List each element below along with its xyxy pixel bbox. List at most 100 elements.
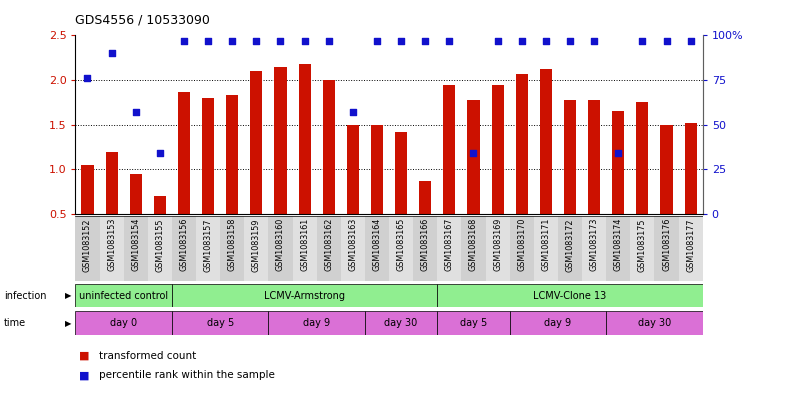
Bar (654, 216, 679, 281)
Point (612, 150, 625, 156)
Point (443, 38, 456, 44)
Bar (413, 216, 437, 281)
Text: GSM1083155: GSM1083155 (156, 218, 164, 272)
Bar (268, 311, 365, 335)
Bar (516, 74, 528, 214)
Bar (606, 311, 703, 335)
Bar (534, 216, 558, 281)
Bar (365, 216, 389, 281)
Bar (636, 101, 649, 214)
Point (419, 38, 432, 44)
Bar (371, 125, 383, 214)
Bar (389, 216, 413, 281)
Point (178, 38, 191, 44)
Point (395, 38, 407, 44)
Text: GSM1083175: GSM1083175 (638, 218, 647, 272)
Bar (124, 216, 148, 281)
Text: GSM1083164: GSM1083164 (372, 218, 381, 271)
Text: GSM1083160: GSM1083160 (276, 218, 285, 271)
Bar (292, 216, 317, 281)
Text: GSM1083154: GSM1083154 (131, 218, 141, 272)
Point (540, 38, 553, 44)
Text: GSM1083165: GSM1083165 (397, 218, 406, 272)
Text: GSM1083168: GSM1083168 (469, 218, 478, 271)
Text: ■: ■ (79, 351, 90, 361)
Point (491, 38, 504, 44)
Text: ▶: ▶ (65, 291, 71, 300)
Bar (606, 216, 630, 281)
Bar (365, 311, 437, 335)
Bar (75, 311, 172, 335)
Text: ▶: ▶ (65, 319, 71, 327)
Bar (510, 216, 534, 281)
Text: uninfected control: uninfected control (79, 290, 168, 301)
Text: day 30: day 30 (638, 318, 671, 328)
Point (346, 109, 359, 116)
Text: GSM1083152: GSM1083152 (83, 218, 92, 272)
Bar (443, 84, 456, 214)
Point (371, 38, 384, 44)
Bar (245, 216, 268, 281)
Point (274, 38, 287, 44)
Point (106, 50, 118, 56)
Bar (148, 216, 172, 281)
Text: GSM1083171: GSM1083171 (542, 218, 550, 272)
Text: day 30: day 30 (384, 318, 418, 328)
Text: GSM1083176: GSM1083176 (662, 218, 671, 272)
Bar (679, 216, 703, 281)
Bar (684, 123, 696, 214)
Bar (582, 216, 606, 281)
Text: GDS4556 / 10533090: GDS4556 / 10533090 (75, 14, 210, 27)
Point (202, 38, 214, 44)
Text: day 5: day 5 (460, 318, 488, 328)
Bar (154, 196, 166, 214)
Text: LCMV-Armstrong: LCMV-Armstrong (264, 290, 345, 301)
Text: day 5: day 5 (206, 318, 233, 328)
Bar (75, 284, 172, 307)
Bar (75, 216, 99, 281)
Point (129, 109, 142, 116)
Point (660, 38, 673, 44)
Text: transformed count: transformed count (99, 351, 196, 361)
Point (467, 150, 480, 156)
Text: GSM1083162: GSM1083162 (324, 218, 333, 272)
Bar (172, 284, 437, 307)
Bar (317, 216, 341, 281)
Bar (99, 216, 124, 281)
Bar (178, 92, 190, 214)
Point (588, 38, 600, 44)
Point (81, 75, 94, 81)
Text: GSM1083177: GSM1083177 (686, 218, 695, 272)
Bar (437, 311, 510, 335)
Point (515, 38, 528, 44)
Bar (106, 152, 118, 214)
Bar (419, 181, 431, 214)
Bar (558, 216, 582, 281)
Text: GSM1083172: GSM1083172 (565, 218, 575, 272)
Text: percentile rank within the sample: percentile rank within the sample (99, 370, 276, 380)
Text: GSM1083169: GSM1083169 (493, 218, 502, 272)
Bar (322, 80, 335, 214)
Point (636, 38, 649, 44)
Bar (395, 132, 407, 214)
Bar (437, 284, 703, 307)
Bar (612, 111, 624, 214)
Point (322, 38, 335, 44)
Text: GSM1083156: GSM1083156 (179, 218, 188, 272)
Bar (630, 216, 654, 281)
Bar (540, 69, 552, 214)
Text: day 9: day 9 (303, 318, 330, 328)
Bar (347, 125, 359, 214)
Text: GSM1083163: GSM1083163 (349, 218, 357, 271)
Text: GSM1083159: GSM1083159 (252, 218, 261, 272)
Point (225, 38, 238, 44)
Bar (202, 98, 214, 214)
Text: day 0: day 0 (110, 318, 137, 328)
Text: GSM1083161: GSM1083161 (300, 218, 309, 271)
Bar (341, 216, 365, 281)
Text: GSM1083174: GSM1083174 (614, 218, 622, 272)
Bar (486, 216, 510, 281)
Bar (129, 174, 142, 214)
Bar (275, 67, 287, 214)
Text: GSM1083166: GSM1083166 (421, 218, 430, 271)
